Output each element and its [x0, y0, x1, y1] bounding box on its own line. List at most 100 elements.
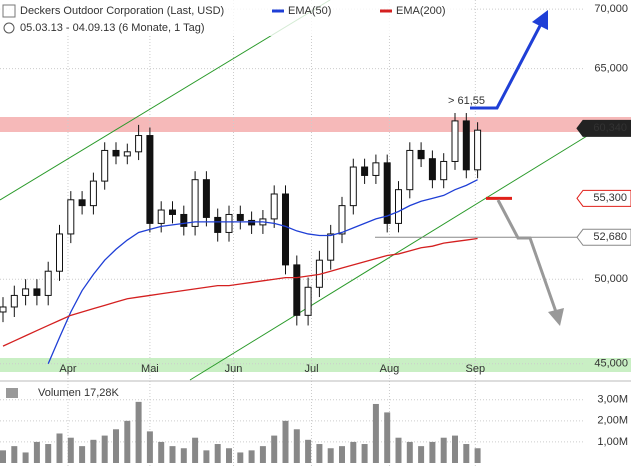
candle-body — [169, 209, 176, 215]
volume-bar — [248, 450, 255, 463]
candle-body — [383, 162, 391, 224]
header-background — [0, 0, 470, 36]
x-tick-label: Aug — [380, 363, 400, 375]
price-tag-label: 55,300 — [593, 192, 627, 204]
resistance-band — [0, 117, 631, 132]
menu-icon — [2, 4, 16, 18]
volume-bar — [316, 444, 323, 463]
candle-body — [202, 179, 210, 218]
volume-bar — [113, 429, 119, 463]
volume-bar — [361, 444, 368, 463]
volume-icon — [6, 388, 18, 398]
candle-body — [33, 288, 41, 296]
volume-bar — [226, 448, 232, 463]
volume-bar — [339, 446, 345, 463]
candle-body — [417, 149, 425, 160]
candle-body — [44, 270, 52, 296]
volume-bar — [406, 441, 413, 463]
candle-body — [225, 213, 233, 233]
candle-body — [214, 216, 222, 233]
candle-body — [10, 294, 18, 308]
price-tag-label: 60,340 — [593, 122, 627, 134]
candle-body — [282, 193, 289, 266]
price-tag — [576, 228, 631, 246]
y-tick-label: 45,000 — [594, 358, 628, 370]
candle-body — [451, 120, 459, 162]
volume-title: Volumen — [38, 387, 81, 399]
candle-body — [361, 166, 369, 176]
x-tick-label: Apr — [59, 363, 76, 375]
x-tick-label: Jun — [225, 363, 243, 375]
volume-bar — [203, 450, 210, 463]
x-tick-label: Mai — [141, 363, 159, 375]
candle-body — [474, 129, 482, 171]
candle-body — [372, 162, 380, 176]
y-tick-label: 2,00M — [597, 415, 628, 427]
candle-body — [135, 135, 143, 153]
volume-subtitle: 17,28K — [84, 387, 120, 399]
volume-bar — [418, 446, 425, 463]
legend-label: EMA(200) — [396, 5, 446, 17]
volume-bar — [56, 433, 63, 463]
candle-body — [248, 219, 256, 226]
up-arrow — [470, 21, 544, 110]
candle-body — [293, 264, 301, 316]
volume-bar — [0, 450, 6, 463]
arrows — [470, 10, 564, 326]
volume-bar — [293, 429, 300, 463]
y-tick-label: 50,000 — [594, 273, 628, 285]
candle-body — [428, 158, 436, 181]
candle-body — [112, 149, 120, 157]
price-tag — [576, 119, 631, 137]
y-tick-label: 65,000 — [594, 63, 628, 75]
volume-bar — [11, 446, 18, 463]
candle-body — [236, 213, 244, 221]
y-tick-label: 70,000 — [594, 3, 628, 15]
chart-subtitle: 05.03.13 - 04.09.13 (6 Monate, 1 Tag) — [20, 22, 204, 34]
volume-bar — [384, 412, 391, 463]
down-arrow — [496, 199, 558, 313]
legend-label: EMA(50) — [288, 5, 331, 17]
candle-body — [270, 193, 278, 220]
volume-bar — [440, 437, 447, 463]
plot — [0, 113, 583, 463]
ema-line — [2, 237, 478, 347]
candle-body — [304, 286, 312, 316]
ema-line — [47, 179, 478, 365]
volume-bar — [372, 403, 379, 463]
candle-body — [462, 120, 470, 171]
annotation: > 61,55 — [448, 95, 485, 107]
volume-bar — [463, 444, 470, 463]
arrow-head — [548, 308, 564, 326]
candle-body — [146, 135, 154, 224]
clock-icon — [3, 22, 15, 34]
support-band — [0, 358, 631, 372]
candle-body — [56, 233, 63, 272]
bands — [0, 117, 631, 372]
candle-body — [338, 205, 346, 235]
volume-bar — [33, 441, 40, 463]
volume-bar — [192, 437, 199, 463]
volume-bar — [158, 441, 165, 463]
candle-body — [440, 160, 448, 181]
volume-bar — [305, 439, 312, 463]
candle-body — [327, 233, 335, 261]
candle-body — [123, 151, 131, 157]
volume-bar — [259, 446, 266, 463]
volume-bar — [214, 444, 221, 463]
candle-body — [191, 179, 199, 227]
candle-body — [180, 213, 188, 227]
volume-bar — [474, 448, 481, 463]
volume-bar — [452, 435, 458, 463]
volume-bar — [90, 439, 97, 463]
volume-bar — [79, 446, 86, 463]
y-tick-label: 3,00M — [597, 394, 628, 406]
candle-body — [157, 209, 165, 224]
volume-bar — [327, 448, 334, 463]
volume-bar — [271, 435, 278, 463]
x-tick-label: Sep — [466, 363, 486, 375]
y-tick-label: 1,00M — [597, 436, 628, 448]
